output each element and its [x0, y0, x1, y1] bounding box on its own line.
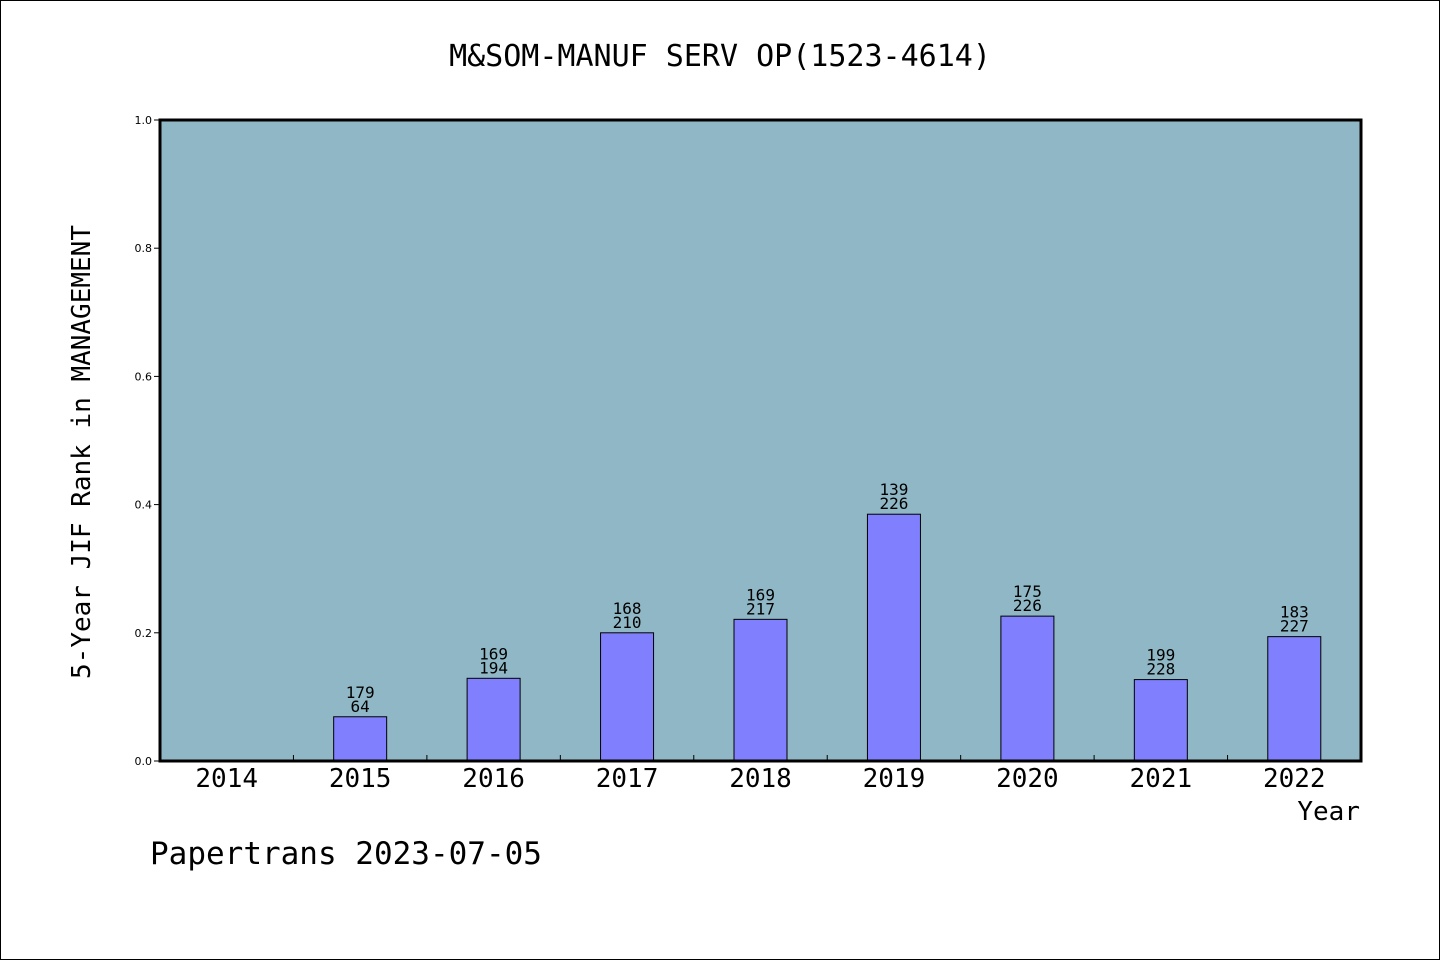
- bar-2019: [866, 513, 921, 762]
- x-tick-label: 2015: [329, 764, 392, 794]
- x-tick-label: 2022: [1263, 764, 1326, 794]
- bar-2018: [733, 618, 788, 762]
- bar-label-bottom: 210: [613, 613, 642, 632]
- x-tick-label: 2019: [863, 764, 926, 794]
- y-tick-label: 0.4: [135, 499, 153, 512]
- bar-label-bottom: 227: [1280, 617, 1309, 636]
- bar-label-top: 168: [613, 599, 642, 618]
- bars-group: [333, 513, 1322, 762]
- bar-label-top: 179: [346, 683, 375, 702]
- chart-title: M&SOM-MANUF SERV OP(1523-4614): [449, 39, 991, 74]
- y-tick-label: 0.0: [135, 755, 153, 768]
- bar-label-bottom: 228: [1146, 660, 1175, 679]
- bar-label-top: 183: [1280, 603, 1309, 622]
- x-axis: 2014 2015 2016 2017 2018 2019 2020 2021 2022: [195, 755, 1326, 794]
- plot-border: [158, 118, 1363, 763]
- bar-label-bottom: 226: [879, 494, 908, 513]
- bar-label-top: 175: [1013, 582, 1042, 601]
- x-tick-label: 2016: [462, 764, 525, 794]
- bar-label-top: 169: [479, 644, 508, 663]
- y-tick-label: 0.2: [135, 627, 153, 640]
- y-axis: 0.0 0.2 0.4 0.6 0.8 1.0: [135, 114, 160, 768]
- x-tick-label: 2017: [596, 764, 659, 794]
- bar-label-bottom: 64: [351, 697, 370, 716]
- bar-label-bottom: 226: [1013, 596, 1042, 615]
- y-axis-label: 5-Year JIF Rank in MANAGEMENT: [67, 225, 97, 679]
- bar-2017: [600, 632, 655, 762]
- x-tick-label: 2018: [729, 764, 792, 794]
- y-tick-label: 1.0: [135, 114, 153, 127]
- x-tick-label: 2014: [195, 764, 258, 794]
- bar-label-bottom: 194: [479, 658, 508, 677]
- bar-label-top: 199: [1146, 646, 1175, 665]
- y-tick-label: 0.8: [135, 242, 153, 255]
- y-tick-label: 0.6: [135, 370, 153, 383]
- bar-label-bottom: 217: [746, 599, 775, 618]
- bar-2022: [1267, 636, 1322, 762]
- x-tick-label: 2021: [1130, 764, 1193, 794]
- bar-2020: [1000, 615, 1055, 762]
- bar-label-top: 139: [879, 480, 908, 499]
- x-tick-label: 2020: [996, 764, 1059, 794]
- bar-2015: [333, 716, 388, 762]
- bar-label-top: 169: [746, 585, 775, 604]
- bar-labels-group: 1796416919416821016921713922617522619922…: [346, 480, 1309, 716]
- bar-2016: [466, 677, 521, 762]
- x-axis-label: Year: [1297, 797, 1360, 827]
- footer-text: Papertrans 2023-07-05: [150, 836, 542, 872]
- bar-2021: [1133, 679, 1188, 762]
